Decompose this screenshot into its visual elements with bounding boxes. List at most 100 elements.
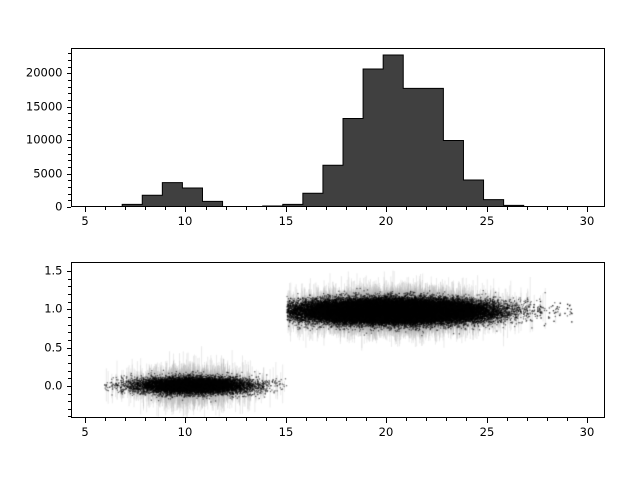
x-minor-tick: [547, 418, 548, 421]
x-minor-tick: [346, 207, 347, 210]
y-minor-tick: [68, 100, 71, 101]
x-minor-tick: [527, 418, 528, 421]
y-major-tick: [66, 174, 71, 175]
x-tick-label: 15: [278, 213, 294, 228]
y-minor-tick: [68, 160, 71, 161]
y-minor-tick: [68, 302, 71, 303]
x-minor-tick: [326, 418, 327, 421]
x-minor-tick: [507, 207, 508, 210]
x-major-tick: [386, 418, 387, 423]
x-minor-tick: [165, 207, 166, 210]
y-tick-label: 15000: [25, 99, 63, 114]
y-minor-tick: [68, 325, 71, 326]
x-tick-label: 30: [579, 424, 595, 439]
x-minor-tick: [527, 207, 528, 210]
y-minor-tick: [68, 416, 71, 417]
y-tick-label: 0.5: [44, 340, 63, 355]
x-major-tick: [85, 418, 86, 423]
x-minor-tick: [246, 207, 247, 210]
scatter-axes: [71, 262, 605, 418]
x-minor-tick: [145, 418, 146, 421]
y-minor-tick: [68, 401, 71, 402]
y-tick-label: 1.5: [44, 263, 63, 278]
x-minor-tick: [266, 207, 267, 210]
x-minor-tick: [105, 418, 106, 421]
x-minor-tick: [226, 418, 227, 421]
y-minor-tick: [68, 60, 71, 61]
y-minor-tick: [68, 167, 71, 168]
y-major-tick: [66, 140, 71, 141]
x-major-tick: [286, 418, 287, 423]
x-minor-tick: [466, 418, 467, 421]
x-major-tick: [487, 207, 488, 212]
x-minor-tick: [266, 418, 267, 421]
y-major-tick: [66, 107, 71, 108]
x-major-tick: [487, 418, 488, 423]
x-major-tick: [286, 207, 287, 212]
y-tick-label: 5000: [33, 166, 63, 181]
x-major-tick: [587, 418, 588, 423]
y-minor-tick: [68, 113, 71, 114]
x-minor-tick: [226, 207, 227, 210]
y-minor-tick: [68, 279, 71, 280]
y-minor-tick: [68, 120, 71, 121]
x-tick-label: 5: [81, 424, 89, 439]
x-minor-tick: [125, 207, 126, 210]
x-minor-tick: [366, 207, 367, 210]
y-tick-label: 20000: [25, 65, 63, 80]
x-tick-label: 25: [479, 213, 495, 228]
x-tick-label: 15: [278, 424, 294, 439]
y-minor-tick: [68, 294, 71, 295]
x-minor-tick: [406, 418, 407, 421]
x-minor-tick: [547, 207, 548, 210]
y-minor-tick: [68, 67, 71, 68]
y-minor-tick: [68, 154, 71, 155]
y-minor-tick: [68, 53, 71, 54]
x-minor-tick: [246, 418, 247, 421]
x-tick-label: 20: [378, 213, 394, 228]
x-minor-tick: [366, 418, 367, 421]
x-tick-label: 10: [177, 424, 193, 439]
y-major-tick: [66, 73, 71, 74]
x-minor-tick: [567, 418, 568, 421]
y-minor-tick: [68, 363, 71, 364]
x-minor-tick: [306, 207, 307, 210]
y-tick-label: 1.0: [44, 301, 63, 316]
x-minor-tick: [125, 418, 126, 421]
histogram-step-path: [121, 54, 525, 206]
x-tick-label: 20: [378, 424, 394, 439]
y-minor-tick: [68, 87, 71, 88]
x-tick-label: 25: [479, 424, 495, 439]
y-minor-tick: [68, 147, 71, 148]
x-minor-tick: [145, 207, 146, 210]
x-tick-label: 30: [579, 213, 595, 228]
y-minor-tick: [68, 134, 71, 135]
y-major-tick: [66, 207, 71, 208]
x-minor-tick: [206, 418, 207, 421]
histogram-bars: [121, 54, 525, 206]
y-minor-tick: [68, 187, 71, 188]
y-minor-tick: [68, 180, 71, 181]
y-minor-tick: [68, 93, 71, 94]
x-minor-tick: [466, 207, 467, 210]
x-major-tick: [587, 207, 588, 212]
x-major-tick: [185, 418, 186, 423]
x-minor-tick: [346, 418, 347, 421]
y-minor-tick: [68, 371, 71, 372]
x-minor-tick: [105, 207, 106, 210]
y-major-tick: [66, 348, 71, 349]
x-tick-label: 10: [177, 213, 193, 228]
x-minor-tick: [567, 207, 568, 210]
y-minor-tick: [68, 194, 71, 195]
scatter-points: [72, 263, 604, 417]
x-minor-tick: [165, 418, 166, 421]
scatter-plot-frame: [71, 262, 605, 418]
y-tick-label: 0.0: [44, 378, 63, 393]
x-minor-tick: [326, 207, 327, 210]
y-minor-tick: [68, 80, 71, 81]
y-minor-tick: [68, 127, 71, 128]
y-minor-tick: [68, 332, 71, 333]
y-minor-tick: [68, 394, 71, 395]
y-major-tick: [66, 271, 71, 272]
